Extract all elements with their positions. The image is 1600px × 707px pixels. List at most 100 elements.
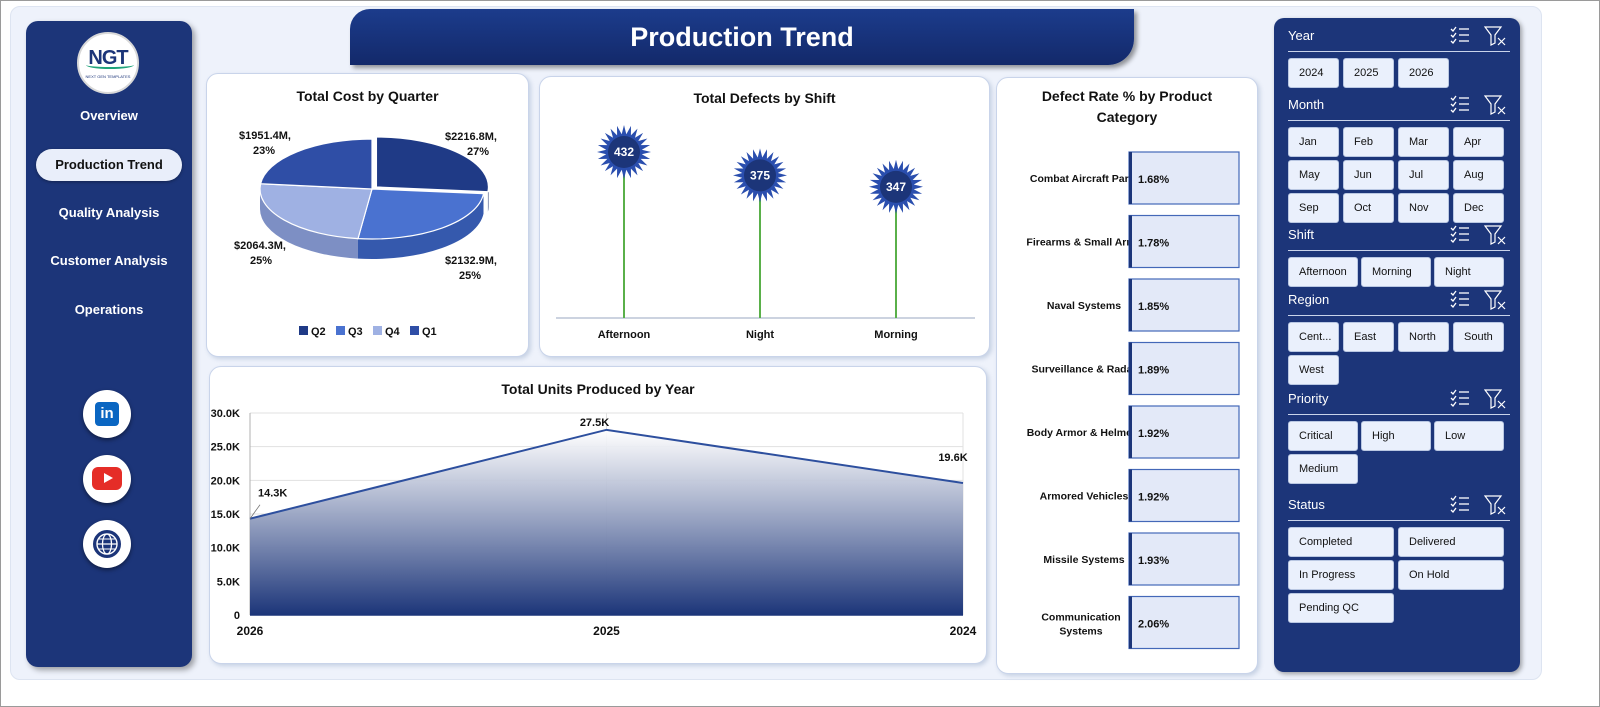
filter-option-status-pending-qc[interactable]: Pending QC bbox=[1288, 593, 1394, 623]
filter-option-month-sep[interactable]: Sep bbox=[1288, 193, 1339, 223]
filter-option-priority-critical[interactable]: Critical bbox=[1288, 421, 1358, 451]
y-tick-2: 10.0K bbox=[211, 543, 240, 555]
filter-group-month: Month Jan Feb Mar Apr May Jun Jul Aug Sep Oct Nov De… bbox=[1288, 91, 1510, 223]
multi-select-icon[interactable] bbox=[1450, 95, 1470, 113]
multi-select-icon[interactable] bbox=[1450, 290, 1470, 308]
filter-option-month-aug[interactable]: Aug bbox=[1453, 160, 1504, 190]
filter-option-region-east[interactable]: East bbox=[1343, 322, 1394, 352]
filter-option-month-nov[interactable]: Nov bbox=[1398, 193, 1449, 223]
filter-option-shift-night[interactable]: Night bbox=[1434, 257, 1504, 287]
area-chart: 0 5.0K 10.0K 15.0K 20.0K 25.0K 30.0K 14.3K 2026 2… bbox=[211, 408, 977, 638]
rate-value-4: 1.92% bbox=[1138, 428, 1169, 440]
filter-option-region-cent[interactable]: Cent... bbox=[1288, 322, 1339, 352]
category-label-5: Armored Vehicles bbox=[1040, 491, 1129, 503]
filter-option-priority-high[interactable]: High bbox=[1361, 421, 1431, 451]
filter-option-status-delivered[interactable]: Delivered bbox=[1398, 527, 1504, 557]
youtube-button[interactable] bbox=[83, 455, 131, 503]
filter-option-status-completed[interactable]: Completed bbox=[1288, 527, 1394, 557]
pie-pct-q2: 27% bbox=[467, 146, 489, 158]
nav-overview[interactable]: Overview bbox=[80, 108, 138, 123]
filter-option-month-may[interactable]: May bbox=[1288, 160, 1339, 190]
filter-option-year-2026[interactable]: 2026 bbox=[1398, 58, 1449, 88]
defect-rate-card: Defect Rate % by Product Category Combat… bbox=[996, 77, 1258, 674]
filter-option-month-jan[interactable]: Jan bbox=[1288, 127, 1339, 157]
filter-option-region-north[interactable]: North bbox=[1398, 322, 1449, 352]
pie-side-q3 bbox=[357, 193, 484, 259]
clear-filter-icon[interactable] bbox=[1483, 290, 1506, 310]
filter-option-shift-morning[interactable]: Morning bbox=[1361, 257, 1431, 287]
clear-filter-icon[interactable] bbox=[1483, 26, 1506, 46]
filter-option-month-apr[interactable]: Apr bbox=[1453, 127, 1504, 157]
filter-option-priority-low[interactable]: Low bbox=[1434, 421, 1504, 451]
filter-option-region-south[interactable]: South bbox=[1453, 322, 1504, 352]
nav-operations[interactable]: Operations bbox=[74, 302, 144, 317]
legend-swatch-q1 bbox=[410, 326, 419, 335]
category-label-morning: Morning bbox=[874, 329, 917, 341]
filter-option-year-2025[interactable]: 2025 bbox=[1343, 58, 1394, 88]
linkedin-button[interactable]: in bbox=[83, 390, 131, 438]
multi-select-icon[interactable] bbox=[1450, 495, 1470, 513]
globe-icon bbox=[93, 530, 121, 558]
rate-box-2 bbox=[1128, 278, 1240, 332]
burst-core-afternoon bbox=[608, 136, 640, 168]
youtube-icon bbox=[92, 467, 122, 490]
filter-option-year-2024[interactable]: 2024 bbox=[1288, 58, 1339, 88]
y-tick-4: 20.0K bbox=[211, 475, 240, 487]
filter-label-month: Month bbox=[1288, 97, 1325, 112]
clear-filter-icon[interactable] bbox=[1483, 225, 1506, 245]
filter-option-shift-afternoon[interactable]: Afternoon bbox=[1288, 257, 1358, 287]
filter-option-priority-medium[interactable]: Medium bbox=[1288, 454, 1358, 484]
filter-group-region: Region Cent... East North South West bbox=[1288, 286, 1510, 385]
burst-core-night bbox=[744, 159, 776, 192]
legend-swatch-q2 bbox=[299, 326, 308, 335]
burst-core-morning bbox=[880, 170, 912, 203]
filter-option-month-dec[interactable]: Dec bbox=[1453, 193, 1504, 223]
pie-slice-q2 bbox=[375, 136, 490, 193]
category-label-4: Body Armor & Helmets bbox=[1027, 427, 1142, 439]
filter-option-status-in-progress[interactable]: In Progress bbox=[1288, 560, 1394, 590]
defect-rate-chart: Combat Aircraft Parts 1.68% Firearms & Sma… bbox=[1026, 151, 1240, 650]
category-label-0: Combat Aircraft Parts bbox=[1030, 173, 1138, 185]
category-label-7: Communication bbox=[1041, 612, 1120, 624]
area-value-2026: 14.3K bbox=[258, 488, 287, 500]
category-label-7-line2: Systems bbox=[1059, 626, 1102, 638]
pie-pct-q4: 25% bbox=[250, 255, 272, 267]
filter-option-month-oct[interactable]: Oct bbox=[1343, 193, 1394, 223]
legend-label-q4: Q4 bbox=[385, 326, 401, 338]
pie-side-q4 bbox=[260, 189, 358, 259]
logo-swoosh bbox=[86, 61, 134, 69]
multi-select-icon[interactable] bbox=[1450, 225, 1470, 243]
legend-swatch-q4 bbox=[373, 326, 382, 335]
area-value-2025: 27.5K bbox=[580, 417, 609, 429]
filter-option-month-jun[interactable]: Jun bbox=[1343, 160, 1394, 190]
filter-header-month: Month bbox=[1288, 91, 1510, 121]
filter-option-status-on-hold[interactable]: On Hold bbox=[1398, 560, 1504, 590]
filter-option-month-mar[interactable]: Mar bbox=[1398, 127, 1449, 157]
filter-option-month-jul[interactable]: Jul bbox=[1398, 160, 1449, 190]
rate-box-1 bbox=[1128, 214, 1240, 269]
x-tick-2024: 2024 bbox=[950, 624, 977, 638]
clear-filter-icon[interactable] bbox=[1483, 389, 1506, 409]
pie-label-q3: $2132.9M, bbox=[445, 255, 497, 267]
filter-option-month-feb[interactable]: Feb bbox=[1343, 127, 1394, 157]
category-label-2: Naval Systems bbox=[1047, 300, 1121, 312]
nav-quality-analysis[interactable]: Quality Analysis bbox=[58, 205, 160, 220]
legend-label-q1: Q1 bbox=[422, 326, 437, 338]
clear-filter-icon[interactable] bbox=[1483, 95, 1506, 115]
units-by-year-card: Total Units Produced by Year 0 5.0K 10.0K 1… bbox=[209, 366, 987, 664]
rate-value-1: 1.78% bbox=[1138, 238, 1169, 250]
defects-by-shift-card: Total Defects by Shift 432 Afternoon 375 Ni… bbox=[539, 76, 990, 357]
clear-filter-icon[interactable] bbox=[1483, 495, 1506, 515]
website-button[interactable] bbox=[83, 520, 131, 568]
nav-production-trend[interactable]: Production Trend bbox=[36, 149, 182, 181]
rate-box-6 bbox=[1128, 532, 1240, 586]
filter-option-region-west[interactable]: West bbox=[1288, 355, 1339, 385]
nav-customer-analysis[interactable]: Customer Analysis bbox=[50, 253, 168, 268]
pie-pct-q1: 23% bbox=[253, 145, 275, 157]
multi-select-icon[interactable] bbox=[1450, 389, 1470, 407]
category-label-1: Firearms & Small Arms bbox=[1026, 237, 1141, 249]
rate-box-7 bbox=[1128, 595, 1240, 650]
filter-header-status: Status bbox=[1288, 491, 1510, 521]
multi-select-icon[interactable] bbox=[1450, 26, 1470, 44]
filter-header-shift: Shift bbox=[1288, 221, 1510, 251]
